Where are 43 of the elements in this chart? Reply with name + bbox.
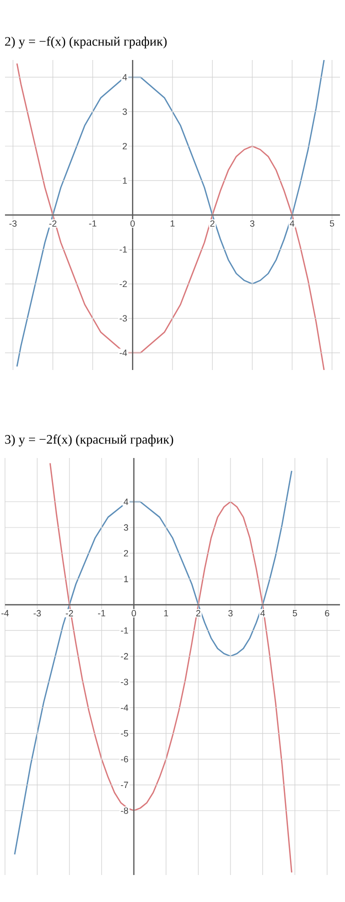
y-tick-label: -7 bbox=[120, 782, 128, 788]
x-tick-label: 0 bbox=[130, 220, 135, 227]
y-tick-label: -1 bbox=[120, 627, 128, 634]
x-tick-label: 2 bbox=[210, 220, 214, 227]
y-tick-label: -6 bbox=[120, 756, 128, 762]
y-tick-label: -4 bbox=[120, 350, 128, 356]
chart-title: 2) y = −f(x) (красный график) bbox=[5, 36, 167, 48]
x-tick-label: 0 bbox=[132, 610, 136, 616]
x-tick-label: 1 bbox=[164, 610, 168, 616]
x-tick-label: -1 bbox=[98, 610, 106, 616]
x-tick-label: -2 bbox=[49, 220, 56, 227]
x-tick-label: -4 bbox=[1, 610, 9, 616]
x-tick-label: 1 bbox=[170, 220, 175, 227]
y-tick-label: 2 bbox=[124, 550, 128, 556]
y-tick-label: -3 bbox=[120, 315, 127, 322]
y-tick-label: 3 bbox=[124, 524, 128, 531]
y-tick-label: 3 bbox=[122, 108, 127, 115]
y-tick-label: -3 bbox=[120, 678, 128, 686]
x-tick-label: 3 bbox=[228, 610, 233, 616]
y-tick-label: -2 bbox=[120, 653, 128, 660]
y-tick-label: 4 bbox=[122, 74, 128, 80]
y-tick-label: 4 bbox=[124, 498, 128, 505]
x-tick-label: 4 bbox=[290, 220, 294, 227]
y-tick-label: -5 bbox=[120, 730, 128, 737]
x-tick-label: 5 bbox=[330, 220, 334, 227]
y-tick-label: -2 bbox=[120, 280, 127, 288]
y-tick-label: 2 bbox=[122, 142, 127, 150]
x-tick-label: -3 bbox=[9, 220, 17, 227]
y-tick-label: 1 bbox=[124, 576, 128, 582]
x-tick-label: -2 bbox=[66, 610, 73, 616]
x-tick-label: 2 bbox=[196, 610, 200, 616]
line-series bbox=[49, 462, 292, 874]
x-tick-label: -3 bbox=[34, 610, 41, 616]
chart-title: 3) y = −2f(x) (красный график) bbox=[5, 434, 174, 446]
y-tick-label: -1 bbox=[120, 246, 127, 253]
y-tick-label: -4 bbox=[120, 704, 128, 711]
x-tick-label: 5 bbox=[292, 610, 298, 616]
x-tick-label: 6 bbox=[325, 610, 330, 616]
y-tick-label: 1 bbox=[122, 177, 127, 184]
x-tick-label: -1 bbox=[89, 220, 96, 227]
x-tick-label: 4 bbox=[260, 610, 265, 616]
y-tick-label: -8 bbox=[120, 807, 128, 814]
x-tick-label: 3 bbox=[250, 220, 254, 227]
